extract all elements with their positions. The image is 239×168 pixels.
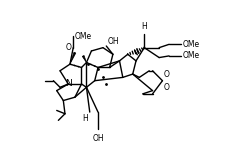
Text: OH: OH xyxy=(92,134,104,143)
Text: H: H xyxy=(141,22,147,31)
Text: OMe: OMe xyxy=(182,51,199,60)
Text: OH: OH xyxy=(108,37,120,46)
Polygon shape xyxy=(70,52,76,64)
Text: O: O xyxy=(164,83,170,92)
Text: OMe: OMe xyxy=(75,32,92,41)
Text: O: O xyxy=(164,70,170,79)
Text: O: O xyxy=(66,43,72,52)
Text: N: N xyxy=(65,79,72,89)
Text: H: H xyxy=(82,114,88,123)
Polygon shape xyxy=(82,55,87,62)
Text: OMe: OMe xyxy=(182,40,199,49)
